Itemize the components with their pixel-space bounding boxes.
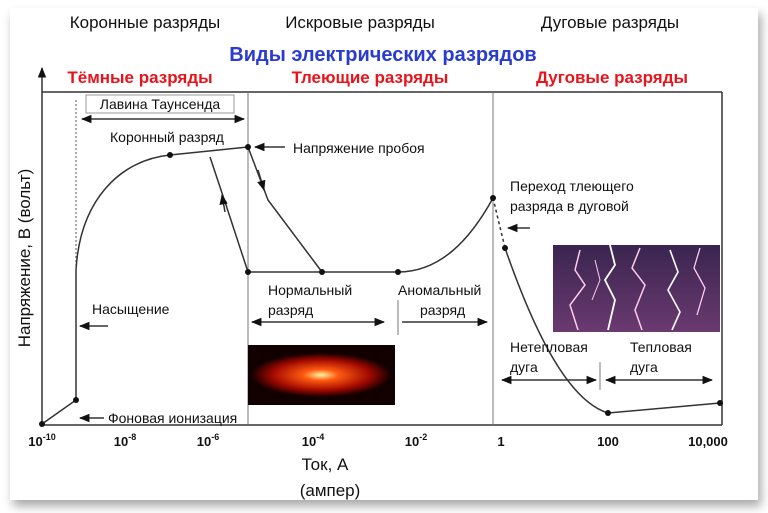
tick-text: 100 bbox=[597, 434, 619, 449]
annotation: Нетепловая bbox=[510, 339, 588, 355]
x-axis-label: Ток, А bbox=[302, 455, 349, 474]
x-ticks: 10-10 10-8 10-6 10-4 10-2 1 100 10,000 bbox=[28, 432, 728, 449]
tick-text: -8 bbox=[128, 432, 136, 442]
tick-text: 10 bbox=[28, 434, 42, 449]
annotation: дуга bbox=[630, 359, 658, 375]
x-tick-label: 1 bbox=[497, 434, 504, 449]
x-tick-label: 10-10 bbox=[28, 432, 55, 449]
annotation: Фоновая ионизация bbox=[108, 410, 237, 426]
tick-text: 1 bbox=[497, 434, 504, 449]
annotation: Тепловая bbox=[630, 339, 692, 355]
x-tick-label: 10,000 bbox=[688, 434, 728, 449]
x-tick-label: 10-8 bbox=[114, 432, 136, 449]
x-tick-label: 10-6 bbox=[197, 432, 219, 449]
annotation: Нормальный bbox=[268, 282, 352, 298]
lightning-image bbox=[553, 244, 720, 332]
x-tick-label: 10-2 bbox=[405, 432, 427, 449]
annotation: Лавина Таунсенда bbox=[100, 96, 221, 112]
curve bbox=[39, 144, 723, 427]
tick-text: 10 bbox=[302, 434, 316, 449]
annotation: Переход тлеющего bbox=[510, 178, 634, 194]
annotation: разряд bbox=[268, 302, 313, 318]
section-label: Тлеющие разряды bbox=[292, 68, 449, 87]
section-label: Тёмные разряды bbox=[67, 68, 212, 87]
tick-text: 10 bbox=[405, 434, 419, 449]
tick-text: 10,000 bbox=[688, 434, 728, 449]
tick-text: -10 bbox=[43, 432, 56, 442]
top-labels: Коронные разряды Искровые разряды Дуговы… bbox=[70, 13, 679, 32]
annotation: Насыщение bbox=[92, 301, 170, 317]
annotations: Лавина Таунсенда Коронный разряд Напряже… bbox=[78, 94, 714, 426]
annotation: Коронный разряд bbox=[110, 129, 224, 145]
tick-text: 10 bbox=[114, 434, 128, 449]
y-axis-label: Напряжение, В (вольт) bbox=[15, 169, 34, 348]
annotation: разряда в дуговой bbox=[510, 198, 629, 214]
annotation: дуга bbox=[510, 359, 538, 375]
tick-text: 10 bbox=[197, 434, 211, 449]
top-label: Дуговые разряды bbox=[541, 13, 679, 32]
title: Виды электрических разрядов bbox=[229, 44, 536, 66]
x-axis-label: (ампер) bbox=[300, 481, 361, 500]
glow bbox=[251, 353, 391, 397]
x-tick-label: 100 bbox=[597, 434, 619, 449]
tick-text: -6 bbox=[211, 432, 219, 442]
annotation: Аномальный bbox=[398, 282, 481, 298]
section-label: Дуговые разряды bbox=[536, 68, 688, 87]
annotation: Напряжение пробоя bbox=[293, 140, 425, 156]
top-label: Коронные разряды bbox=[70, 13, 221, 32]
tick-text: -4 bbox=[316, 432, 324, 442]
tick-text: -2 bbox=[419, 432, 427, 442]
annotation: разряд bbox=[420, 302, 465, 318]
x-tick-label: 10-4 bbox=[302, 432, 324, 449]
top-label: Искровые разряды bbox=[285, 13, 435, 32]
